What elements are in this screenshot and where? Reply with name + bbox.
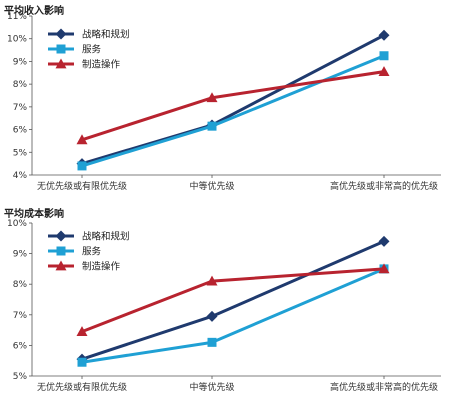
legend-marker (55, 260, 67, 271)
series-point (206, 310, 218, 322)
series-point (76, 134, 88, 145)
series-point (77, 161, 87, 171)
y-tick-label: 10% (7, 35, 27, 45)
legend-marker (55, 230, 67, 242)
x-tick-label: 高优先级或非常高的优先级 (330, 180, 438, 192)
series-point (378, 29, 390, 41)
series-line-0 (81, 33, 385, 166)
y-tick-label: 7% (13, 311, 28, 321)
legend-marker (55, 28, 67, 40)
y-tick-label: 6% (13, 126, 28, 136)
series-point (378, 263, 390, 274)
chart-1: 5% 6% 7% 8% 9% 10% 无优先级或有限优先级 中等优先级 高优先级或非常高的优先级… (7, 219, 441, 393)
y-tick-label: 8% (13, 280, 28, 290)
series-line-2 (81, 70, 385, 142)
chart-title-cost: 平均成本影响 (4, 209, 64, 220)
chart-title-revenue: 平均收入影响 (4, 6, 64, 17)
series-point (207, 121, 217, 131)
series-point (206, 275, 218, 286)
x-tick-label: 无优先级或有限优先级 (37, 381, 127, 393)
y-tick-label: 5% (13, 372, 28, 382)
y-tick-label: 8% (13, 80, 28, 90)
series-line-0 (81, 239, 385, 361)
legend-label: 战略和规划 (82, 29, 130, 41)
x-tick-label: 无优先级或有限优先级 (37, 180, 127, 192)
legend-label: 制造操作 (82, 59, 121, 71)
chart-0: 4% 5% 6% 7% 8% 9% 10% 11% 无优先级或有限优先级 中等优先级 高优先级或非常… (7, 12, 441, 192)
series-point (378, 66, 390, 77)
y-tick-label: 9% (13, 250, 28, 260)
legend-marker (56, 246, 66, 256)
legend-marker (55, 58, 67, 69)
series-point (379, 51, 389, 61)
y-tick-label: 5% (13, 148, 28, 158)
series-line-2 (81, 267, 385, 334)
series-point (206, 92, 218, 103)
y-tick-label: 11% (7, 12, 27, 22)
y-tick-label: 7% (13, 103, 28, 113)
series-point (77, 357, 87, 367)
y-tick-label: 9% (13, 57, 28, 67)
x-tick-label: 高优先级或非常高的优先级 (330, 381, 438, 393)
series-point (207, 337, 217, 347)
series-point (378, 235, 390, 247)
legend-label: 战略和规划 (82, 231, 130, 243)
legend-label: 服务 (82, 44, 102, 56)
x-tick-label: 中等优先级 (189, 381, 234, 393)
y-tick-label: 4% (13, 171, 28, 181)
y-tick-label: 10% (7, 219, 27, 229)
legend-label: 制造操作 (82, 261, 121, 273)
x-tick-label: 中等优先级 (189, 180, 234, 192)
legend-marker (56, 44, 66, 54)
series-point (76, 326, 88, 337)
legend-label: 服务 (82, 246, 102, 258)
y-tick-label: 6% (13, 341, 28, 351)
